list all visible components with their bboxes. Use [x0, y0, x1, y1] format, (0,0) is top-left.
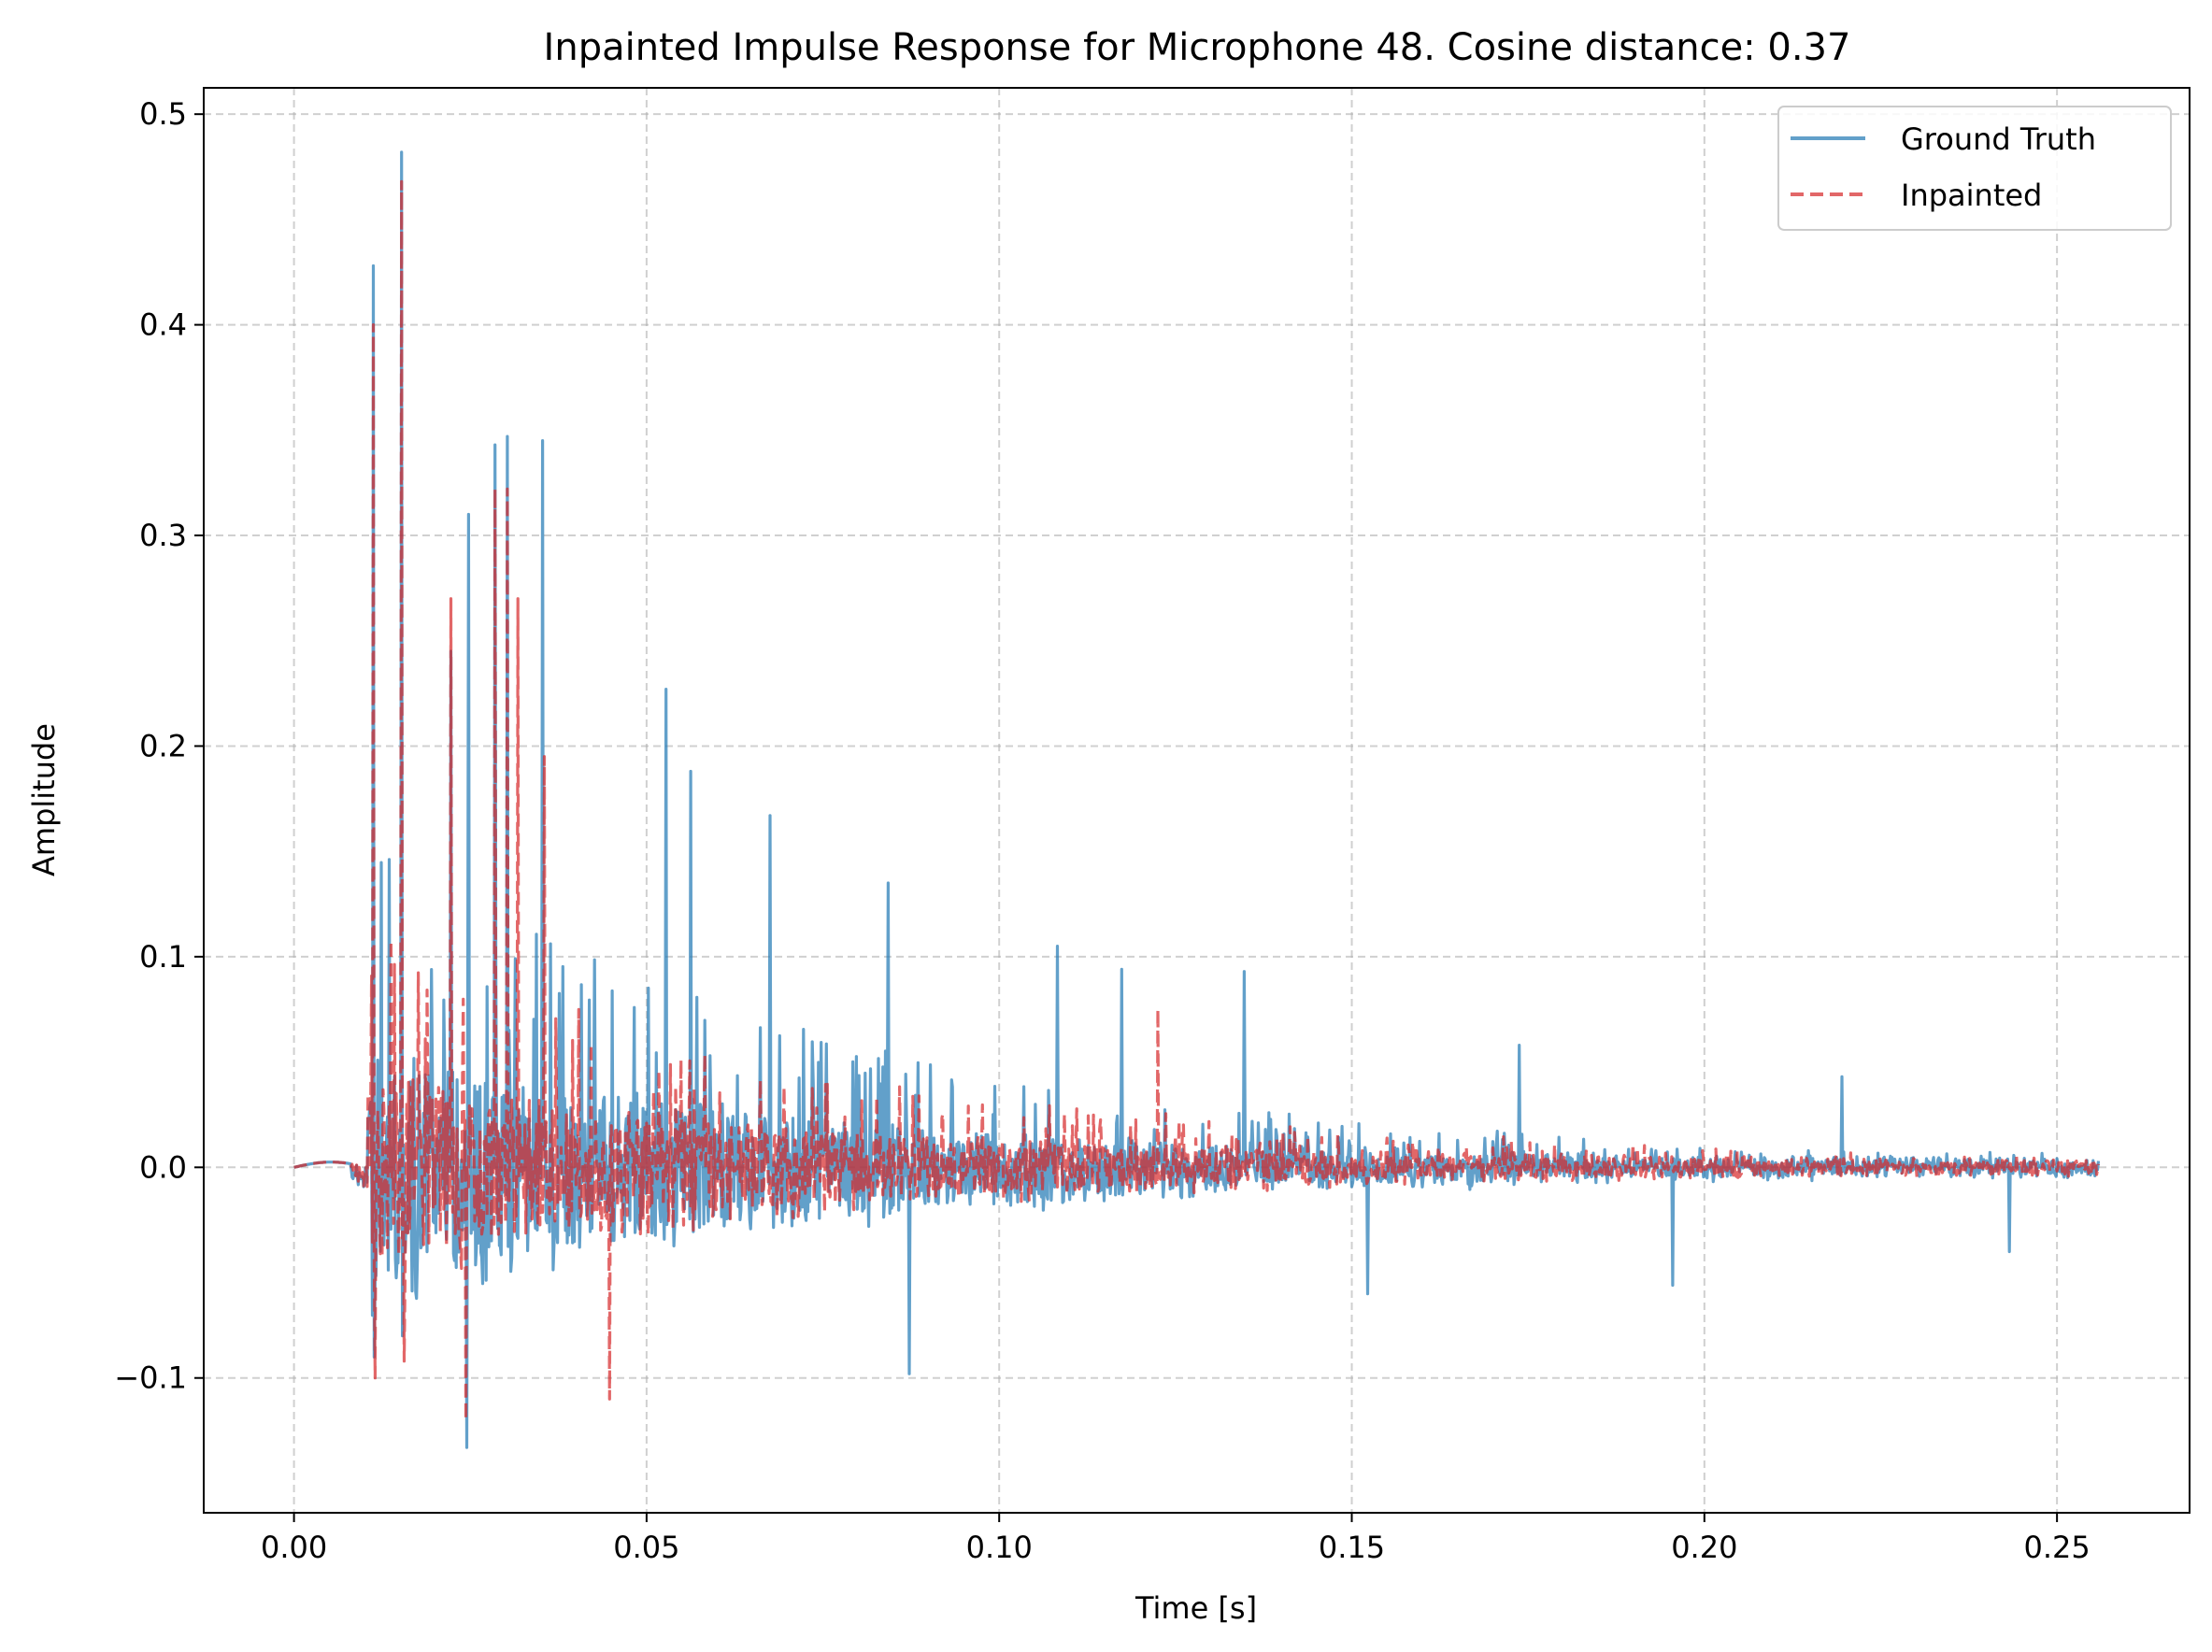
series-line-inpainted — [293, 179, 2101, 1422]
y-tick-label: 0.1 — [139, 939, 187, 975]
chart-title: Inpainted Impulse Response for Microphon… — [544, 26, 1851, 69]
y-tick-label: 0.0 — [139, 1149, 187, 1185]
x-tick-label: 0.20 — [1671, 1530, 1737, 1565]
legend: Ground Truth Inpainted — [1777, 106, 2172, 231]
x-axis-label: Time [s] — [1135, 1590, 1257, 1626]
y-axis-ticks: −0.1 0.0 0.1 0.2 0.3 0.4 0.5 — [114, 96, 204, 1396]
y-tick-label: 0.2 — [139, 728, 187, 763]
x-tick-label: 0.15 — [1319, 1530, 1385, 1565]
x-tick-label: 0.25 — [2024, 1530, 2091, 1565]
legend-label-inpainted: Inpainted — [1901, 178, 2042, 213]
y-tick-label: 0.4 — [139, 307, 187, 343]
legend-frame — [1777, 106, 2172, 231]
x-axis-ticks: 0.00 0.05 0.10 0.15 0.20 0.25 — [261, 1513, 2091, 1565]
x-tick-label: 0.10 — [966, 1530, 1033, 1565]
y-tick-label: 0.5 — [139, 96, 187, 132]
x-tick-label: 0.00 — [261, 1530, 327, 1565]
axes-frame — [203, 87, 2191, 1514]
y-axis-label: Amplitude — [26, 723, 62, 876]
x-tick-label: 0.05 — [613, 1530, 679, 1565]
y-tick-label: −0.1 — [114, 1360, 187, 1396]
legend-label-ground-truth: Ground Truth — [1901, 121, 2096, 157]
plot-area — [293, 150, 2101, 1449]
y-tick-label: 0.3 — [139, 518, 187, 553]
